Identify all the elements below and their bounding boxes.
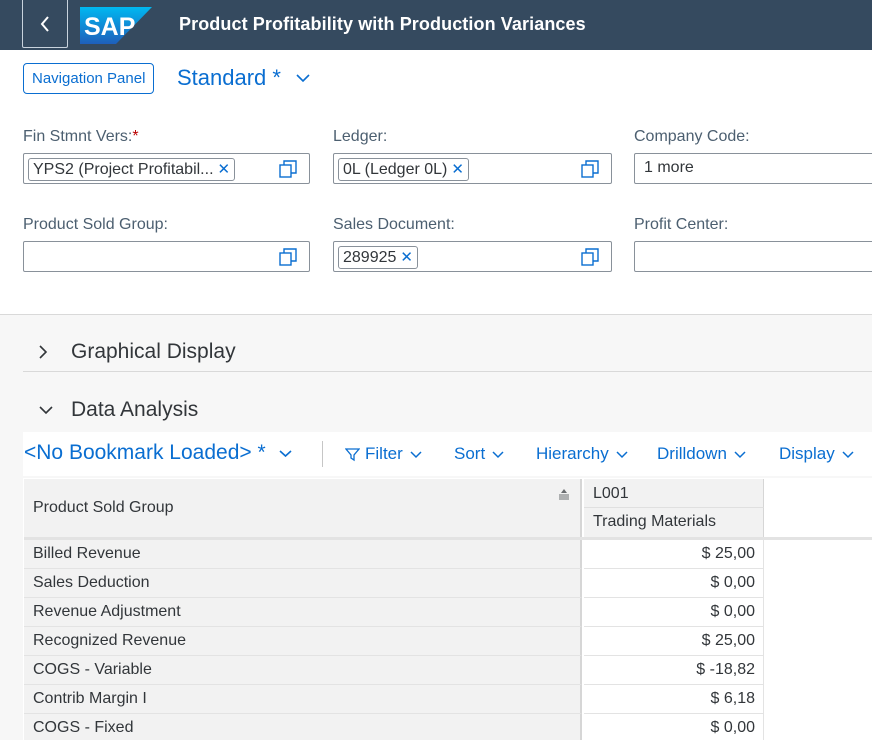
row-value[interactable]: $ 0,00	[584, 714, 764, 740]
filter-label: Filter	[365, 444, 403, 463]
header-separator	[24, 537, 872, 540]
row-label[interactable]: Sales Deduction	[24, 569, 582, 598]
table-row: Contrib Margin I $ 6,18	[24, 685, 765, 714]
token-text: YPS2 (Project Profitabil...	[33, 161, 214, 178]
table-row: COGS - Variable $ -18,82	[24, 656, 765, 685]
shell-bar: SAP Product Profitability with Productio…	[0, 0, 872, 50]
row-header-label: Product Sold Group	[33, 499, 174, 516]
row-value[interactable]: $ 25,00	[584, 627, 764, 656]
chevron-down-icon	[278, 449, 293, 458]
value-help-icon[interactable]	[279, 160, 297, 178]
sap-logo: SAP	[80, 7, 152, 44]
sort-label: Sort	[454, 444, 486, 463]
remove-token-icon[interactable]: ✕	[451, 161, 464, 178]
product-sold-group-label: Product Sold Group:	[23, 216, 168, 233]
ledger-token[interactable]: 0L (Ledger 0L) ✕	[338, 158, 469, 181]
row-value[interactable]: $ -18,82	[584, 656, 764, 685]
drilldown-button[interactable]: Drilldown	[657, 444, 747, 464]
remove-token-icon[interactable]: ✕	[400, 249, 413, 266]
hierarchy-label: Hierarchy	[536, 444, 609, 463]
filter-icon	[345, 447, 360, 461]
table-row: Billed Revenue $ 25,00	[24, 540, 765, 569]
table-row: Revenue Adjustment $ 0,00	[24, 598, 765, 627]
row-value[interactable]: $ 0,00	[584, 569, 764, 598]
table-row: Recognized Revenue $ 25,00	[24, 627, 765, 656]
company-code-value: 1 more	[644, 159, 694, 176]
remove-token-icon[interactable]: ✕	[217, 161, 231, 178]
token-text: 289925	[343, 249, 397, 266]
data-analysis-title: Data Analysis	[71, 398, 199, 421]
back-button[interactable]	[22, 0, 68, 48]
section-divider	[23, 371, 872, 372]
navigation-panel-button[interactable]: Navigation Panel	[23, 63, 155, 94]
row-label[interactable]: Revenue Adjustment	[24, 598, 582, 627]
header-divider	[0, 314, 872, 315]
row-header-cell[interactable]: Product Sold Group	[24, 479, 582, 537]
chevron-left-icon	[40, 15, 49, 32]
value-help-icon[interactable]	[581, 248, 599, 266]
sort-button[interactable]: Sort	[454, 444, 505, 464]
drilldown-label: Drilldown	[657, 444, 727, 463]
row-label[interactable]: Recognized Revenue	[24, 627, 582, 656]
data-analysis-header[interactable]: Data Analysis	[38, 398, 198, 422]
row-value[interactable]: $ 25,00	[584, 540, 764, 569]
variant-selector[interactable]: Standard *	[177, 65, 311, 91]
row-value[interactable]: $ 0,00	[584, 598, 764, 627]
graphical-display-title: Graphical Display	[71, 340, 236, 363]
svg-text:SAP: SAP	[84, 13, 135, 41]
filter-button[interactable]: Filter	[345, 444, 423, 464]
toolbar-separator	[322, 441, 323, 467]
chevron-down-icon	[38, 405, 56, 415]
row-label[interactable]: COGS - Fixed	[24, 714, 582, 740]
chevron-down-icon	[491, 450, 505, 459]
row-value[interactable]: $ 6,18	[584, 685, 764, 714]
ledger-field[interactable]: 0L (Ledger 0L) ✕	[333, 153, 612, 184]
sort-icon[interactable]	[558, 488, 570, 500]
row-label[interactable]: Contrib Margin I	[24, 685, 582, 714]
chevron-down-icon	[615, 450, 629, 459]
sales-document-field[interactable]: 289925 ✕	[333, 241, 612, 272]
value-help-icon[interactable]	[581, 160, 599, 178]
token-text: 0L (Ledger 0L)	[343, 161, 448, 178]
display-label: Display	[779, 444, 835, 463]
column-header-name[interactable]: Trading Materials	[584, 508, 764, 537]
bookmark-selector[interactable]: <No Bookmark Loaded> *	[24, 441, 293, 465]
table-row: Sales Deduction $ 0,00	[24, 569, 765, 598]
column-header-code[interactable]: L001	[584, 479, 764, 508]
value-help-icon[interactable]	[279, 248, 297, 266]
app-title: Product Profitability with Production Va…	[179, 14, 586, 34]
sales-document-label: Sales Document:	[333, 216, 455, 233]
chevron-down-icon	[733, 450, 747, 459]
ledger-label: Ledger:	[333, 128, 388, 145]
company-code-label: Company Code:	[634, 128, 750, 145]
sales-document-token[interactable]: 289925 ✕	[338, 246, 418, 269]
chevron-down-icon	[409, 450, 423, 459]
fin-stmnt-vers-token[interactable]: YPS2 (Project Profitabil... ✕	[28, 158, 236, 181]
graphical-display-header[interactable]: Graphical Display	[38, 340, 236, 364]
chevron-down-icon	[841, 450, 855, 459]
display-button[interactable]: Display	[779, 444, 855, 464]
analysis-grid: Product Sold Group L001 Trading Material…	[23, 478, 872, 740]
row-label[interactable]: COGS - Variable	[24, 656, 582, 685]
table-row: COGS - Fixed $ 0,00	[24, 714, 765, 740]
fin-stmnt-vers-label: Fin Stmnt Vers:*	[23, 128, 139, 145]
profit-center-field[interactable]	[634, 241, 872, 272]
variant-name: Standard *	[177, 65, 281, 90]
row-label[interactable]: Billed Revenue	[24, 540, 582, 569]
analysis-toolbar: <No Bookmark Loaded> * Filter Sort Hiera…	[23, 432, 872, 476]
fin-stmnt-vers-field[interactable]: YPS2 (Project Profitabil... ✕	[23, 153, 310, 184]
bookmark-name: <No Bookmark Loaded> *	[24, 441, 266, 464]
hierarchy-button[interactable]: Hierarchy	[536, 444, 629, 464]
chevron-right-icon	[38, 344, 56, 360]
product-sold-group-field[interactable]	[23, 241, 310, 272]
company-code-field[interactable]: 1 more	[634, 153, 872, 184]
profit-center-label: Profit Center:	[634, 216, 729, 233]
chevron-down-icon	[295, 73, 311, 83]
